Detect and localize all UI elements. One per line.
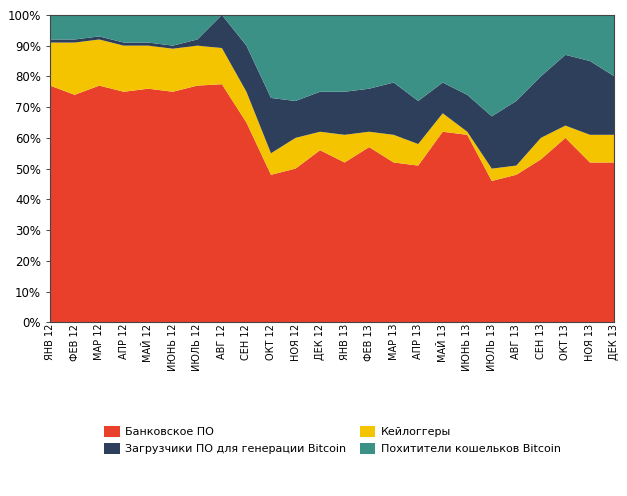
Legend: Банковское ПО, Загрузчики ПО для генерации Bitcoin, Кейлоггеры, Похитители кошел: Банковское ПО, Загрузчики ПО для генерац…	[104, 427, 561, 454]
